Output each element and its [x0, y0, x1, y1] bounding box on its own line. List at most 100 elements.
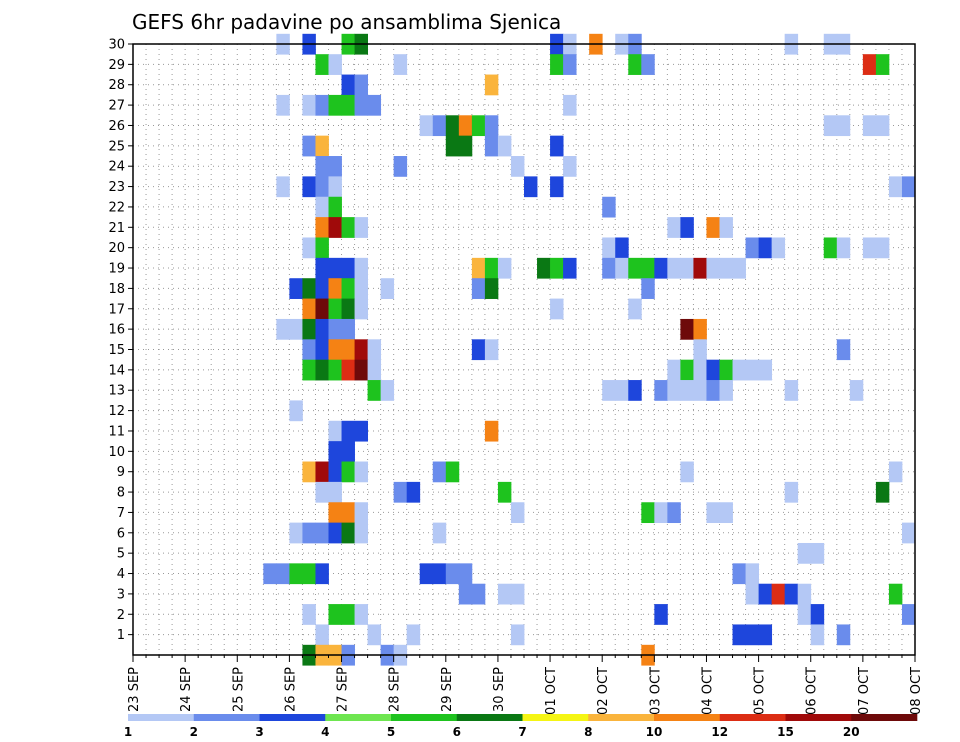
- heatmap-cell: [341, 74, 355, 96]
- heatmap-cell: [315, 298, 329, 320]
- heatmap-cell: [302, 461, 316, 483]
- heatmap-cell: [484, 74, 499, 96]
- heatmap-cell: [797, 542, 812, 564]
- heatmap-cell: [419, 115, 434, 137]
- colorbar-swatch: [785, 714, 852, 721]
- heatmap-cell: [563, 156, 577, 177]
- x-tick-label: 27 SEP: [336, 667, 351, 712]
- heatmap-cell: [302, 135, 316, 157]
- heatmap-cell: [328, 94, 342, 116]
- y-tick-label: 30: [108, 38, 125, 53]
- heatmap-cell: [510, 156, 525, 177]
- heatmap-cell: [719, 380, 733, 401]
- heatmap-cell: [719, 359, 733, 381]
- heatmap-cell: [406, 481, 421, 503]
- y-tick-label: 11: [108, 424, 125, 439]
- heatmap-cell: [328, 339, 342, 361]
- heatmap-cell: [836, 339, 851, 361]
- x-tick-label: 03 OCT: [648, 667, 663, 715]
- x-tick-label: 02 OCT: [596, 667, 611, 715]
- heatmap-cell: [875, 237, 890, 259]
- heatmap-cell: [328, 481, 342, 503]
- heatmap-cell: [524, 176, 538, 198]
- heatmap-cell: [354, 522, 368, 544]
- x-tick-label: 04 OCT: [700, 667, 715, 715]
- x-axis: 23 SEP 24 SEP 25 SEP 26 SEP 27 SEP 28 SEP 29 S…: [127, 655, 924, 715]
- heatmap-cell: [315, 257, 329, 279]
- heatmap-cell: [354, 217, 368, 238]
- heatmap-cell: [810, 624, 825, 646]
- heatmap-cell: [315, 563, 329, 585]
- colorbar-label: 8: [584, 725, 592, 739]
- heatmap-cell: [654, 502, 668, 524]
- heatmap-cell: [471, 115, 486, 137]
- heatmap-cell: [354, 420, 368, 442]
- heatmap-cell: [719, 502, 733, 524]
- heatmap-cell: [745, 563, 759, 585]
- heatmap-cell: [315, 624, 329, 646]
- colorbar-label: 6: [453, 725, 461, 739]
- heatmap-cell: [445, 135, 460, 157]
- x-tick-label: 05 OCT: [753, 667, 768, 715]
- y-tick-label: 19: [108, 262, 125, 277]
- y-tick-label: 3: [117, 587, 125, 602]
- heatmap-cell: [341, 94, 355, 116]
- heatmap-cell: [406, 624, 421, 646]
- x-tick-label: 25 SEP: [231, 667, 246, 712]
- chart-title: GEFS 6hr padavine po ansamblima Sjenica: [132, 10, 561, 34]
- heatmap-cell: [797, 583, 812, 605]
- colorbar-label: 3: [255, 725, 263, 739]
- heatmap-cell: [602, 257, 616, 279]
- colorbar-swatch: [851, 714, 918, 721]
- heatmap-cell: [315, 94, 329, 116]
- heatmap-cell: [862, 237, 877, 259]
- heatmap-cell: [341, 502, 355, 524]
- y-tick-label: 23: [108, 180, 125, 195]
- heatmap-cell: [276, 94, 290, 116]
- colorbar-swatch: [259, 714, 326, 721]
- colorbar-legend: 1 2 3 4 5 6 7 8 10 12 15 20: [124, 714, 918, 739]
- heatmap-cell: [432, 522, 447, 544]
- heatmap-cell: [771, 583, 786, 605]
- y-tick-label: 17: [108, 302, 125, 317]
- heatmap-cell: [667, 359, 681, 381]
- heatmap-cell: [341, 278, 355, 299]
- heatmap-cell: [341, 461, 355, 483]
- heatmap-cell: [602, 196, 616, 218]
- heatmap-cell: [302, 94, 316, 116]
- heatmap-cell: [328, 217, 342, 238]
- colorbar-swatch: [193, 714, 260, 721]
- heatmap-cell: [823, 237, 838, 259]
- y-tick-label: 12: [108, 404, 125, 419]
- heatmap-cell: [302, 176, 316, 198]
- heatmap-cell: [484, 339, 499, 361]
- heatmap-cell: [667, 257, 681, 279]
- heatmap-cell: [602, 237, 616, 259]
- y-tick-label: 28: [108, 78, 125, 93]
- heatmap-cell: [615, 237, 629, 259]
- heatmap-cell: [341, 359, 355, 381]
- colorbar-label: 4: [321, 725, 329, 739]
- heatmap-cell: [302, 604, 316, 625]
- heatmap-cell: [302, 563, 316, 585]
- heatmap-cell: [328, 318, 342, 340]
- colorbar-swatch: [654, 714, 721, 721]
- heatmap-cell: [732, 563, 746, 585]
- heatmap-cell: [836, 624, 851, 646]
- y-axis: 1234567891011121314151617181920212223242…: [108, 38, 133, 643]
- y-tick-label: 24: [108, 160, 125, 175]
- heatmap-cell: [641, 502, 655, 524]
- heatmap-cell: [328, 54, 342, 75]
- heatmap-cell: [328, 257, 342, 279]
- heatmap-cell: [693, 318, 707, 340]
- colorbar-label: 20: [843, 725, 860, 739]
- heatmap-cell: [315, 318, 329, 340]
- y-tick-label: 14: [108, 363, 125, 378]
- heatmap-cell: [341, 522, 355, 544]
- heatmap-cell: [341, 298, 355, 320]
- heatmap-cell: [263, 563, 277, 585]
- heatmap-cell: [745, 583, 759, 605]
- heatmap-cell: [563, 257, 577, 279]
- heatmap-cell: [550, 257, 564, 279]
